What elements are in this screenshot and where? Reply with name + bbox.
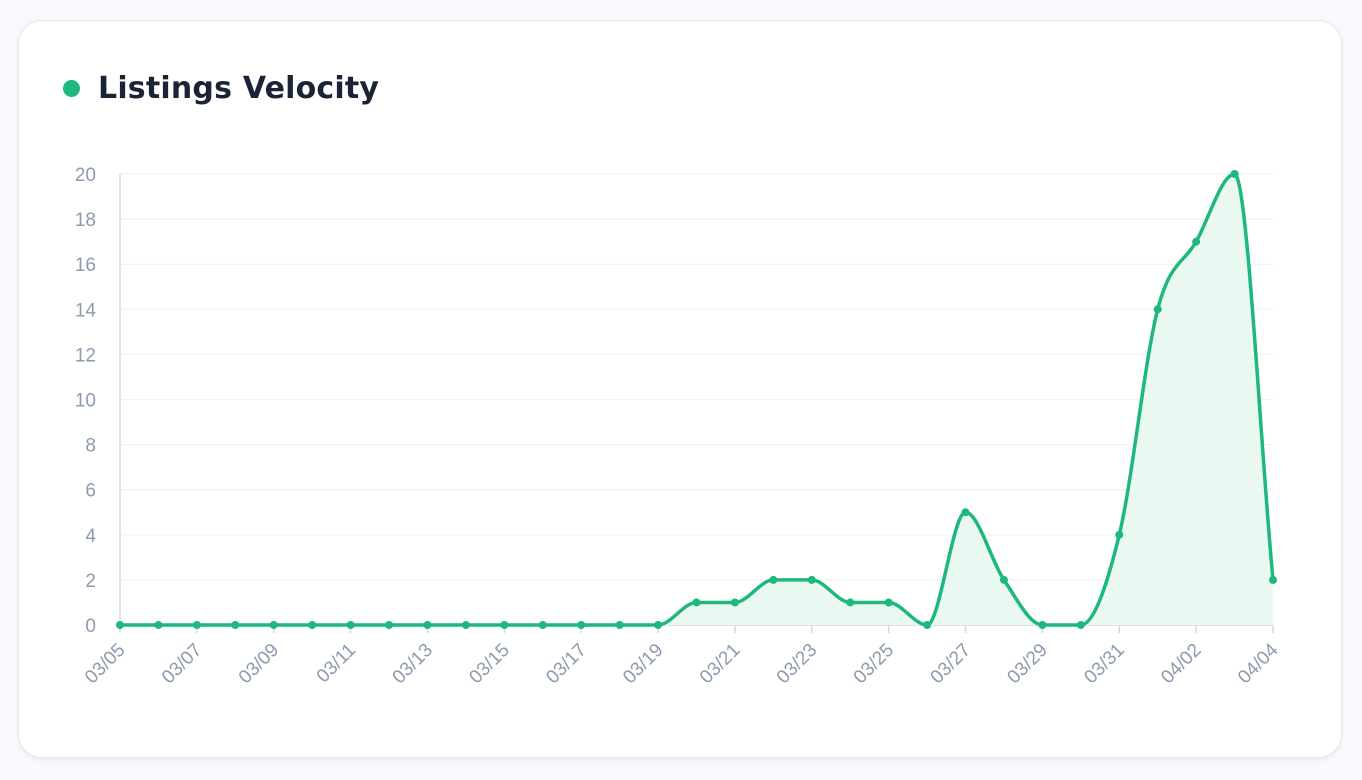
y-tick-label: 10 xyxy=(75,391,96,412)
data-point-03-09[interactable] xyxy=(269,621,278,629)
chart-card: Listings Velocity xyxy=(18,20,1342,758)
y-tick-label: 16 xyxy=(75,255,96,276)
data-point-03-08[interactable] xyxy=(231,621,240,629)
x-tick-label: 03/05 xyxy=(81,640,129,688)
x-tick-label: 03/13 xyxy=(389,640,437,688)
data-point-03-10[interactable] xyxy=(308,621,317,629)
data-point-03-29[interactable] xyxy=(1038,621,1047,629)
data-point-03-20[interactable] xyxy=(692,598,701,607)
y-tick-label: 20 xyxy=(75,165,96,186)
grid-layer xyxy=(120,173,1273,581)
x-tick-label: 04/04 xyxy=(1234,639,1283,688)
status-dot-icon xyxy=(63,80,80,97)
y-tick-label: 18 xyxy=(75,210,96,231)
data-point-03-11[interactable] xyxy=(346,621,355,629)
series-line xyxy=(118,172,1275,627)
x-tick-label: 03/07 xyxy=(158,640,206,688)
data-point-03-05[interactable] xyxy=(116,621,124,629)
x-tick-label: 03/25 xyxy=(850,640,898,688)
card-header: Listings Velocity xyxy=(63,71,379,106)
series-area xyxy=(120,174,1273,625)
chart-title: Listings Velocity xyxy=(98,71,380,106)
data-point-04-04[interactable] xyxy=(1269,575,1277,584)
data-point-04-02[interactable] xyxy=(1192,237,1201,246)
data-point-03-16[interactable] xyxy=(538,621,547,629)
x-tick-label: 03/17 xyxy=(542,640,590,688)
data-point-03-18[interactable] xyxy=(615,621,624,629)
y-tick-label: 4 xyxy=(85,526,96,547)
data-point-03-14[interactable] xyxy=(461,621,470,629)
x-tick-label: 03/29 xyxy=(1003,640,1051,688)
data-point-03-07[interactable] xyxy=(192,621,201,629)
data-point-03-25[interactable] xyxy=(884,598,893,607)
x-tick-label: 04/02 xyxy=(1157,640,1205,688)
y-tick-label: 6 xyxy=(85,481,96,502)
x-tick-labels: 03/05 03/07 03/09 03/11 03/13 03/15 03/17 03/19… xyxy=(81,639,1283,688)
data-point-03-24[interactable] xyxy=(846,598,855,607)
data-point-03-26[interactable] xyxy=(923,621,932,629)
data-point-03-30[interactable] xyxy=(1076,621,1085,629)
y-tick-label: 2 xyxy=(85,571,96,592)
y-tick-label: 8 xyxy=(85,436,96,457)
data-point-04-01[interactable] xyxy=(1153,305,1162,314)
data-point-03-15[interactable] xyxy=(500,621,509,629)
x-tick-label: 03/21 xyxy=(696,640,744,688)
data-point-03-19[interactable] xyxy=(654,621,663,629)
axis-layer xyxy=(119,174,1274,633)
x-tick-label: 03/11 xyxy=(313,640,360,687)
data-point-03-23[interactable] xyxy=(807,575,816,584)
y-tick-label: 14 xyxy=(75,300,97,321)
x-tick-label: 03/27 xyxy=(927,640,975,688)
data-point-04-03[interactable] xyxy=(1230,170,1239,178)
y-tick-labels: 0 2 4 6 8 10 12 14 16 18 20 xyxy=(75,165,97,637)
data-point-03-21[interactable] xyxy=(730,598,739,607)
y-tick-label: 12 xyxy=(75,345,96,366)
x-tick-label: 03/31 xyxy=(1080,640,1128,688)
data-point-03-28[interactable] xyxy=(999,575,1008,584)
data-point-03-31[interactable] xyxy=(1115,530,1124,539)
data-point-03-12[interactable] xyxy=(385,621,394,629)
data-point-03-06[interactable] xyxy=(154,621,163,629)
x-tick-label: 03/09 xyxy=(235,640,283,688)
points-layer xyxy=(116,170,1277,629)
x-tick-label: 03/19 xyxy=(619,640,667,688)
data-point-03-22[interactable] xyxy=(769,575,778,584)
data-point-03-27[interactable] xyxy=(961,508,970,517)
data-point-03-17[interactable] xyxy=(577,621,586,629)
data-point-03-13[interactable] xyxy=(423,621,432,629)
y-tick-label: 0 xyxy=(85,616,96,637)
x-tick-label: 03/15 xyxy=(465,640,513,688)
x-tick-label: 03/23 xyxy=(773,640,821,688)
